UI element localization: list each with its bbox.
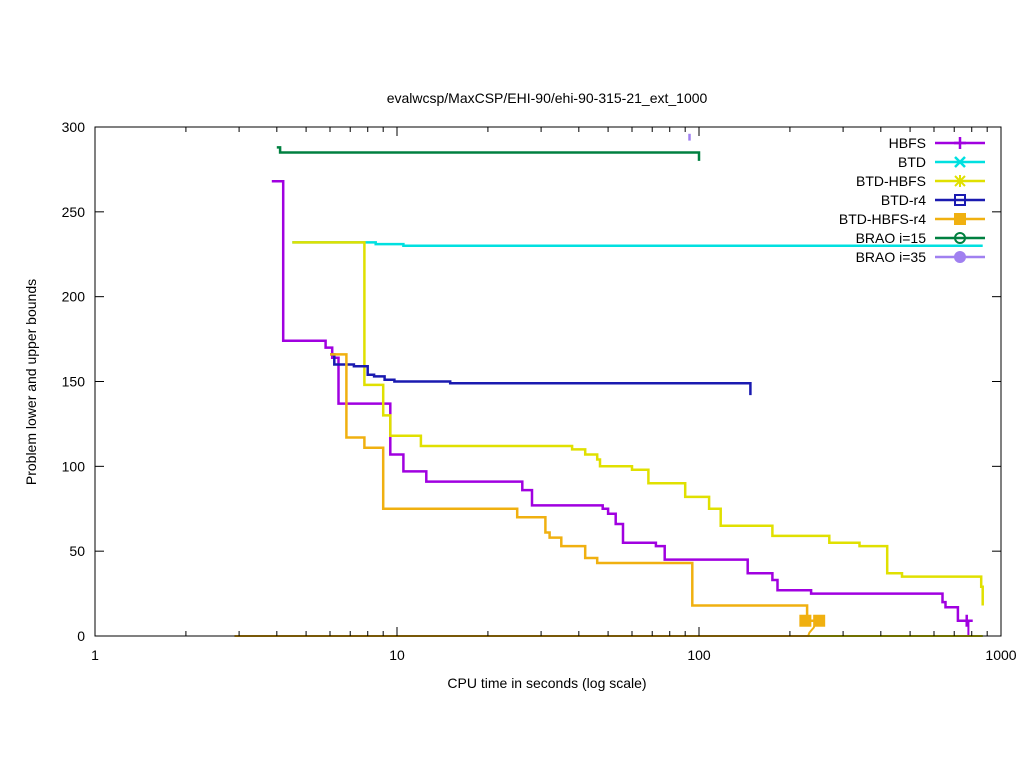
- series-line-upper: [292, 241, 984, 606]
- series-line-upper: [330, 353, 752, 396]
- plot-area: [234, 133, 984, 637]
- plot-frame: [94, 126, 1002, 637]
- y-tick-label: 250: [62, 204, 86, 220]
- legend-entry-btd-hbfs-r4: BTD-HBFS-r4: [839, 211, 985, 227]
- legend-label: BTD-r4: [881, 192, 926, 208]
- legend: HBFS BTD BTD-HBFS BTD-r4 BTD-HBFS-r4 BRAO i=1…: [839, 135, 985, 265]
- legend-entry-brao-i-35: BRAO i=35: [856, 249, 985, 265]
- legend-label: HBFS: [889, 135, 926, 151]
- legend-marker: [954, 175, 966, 187]
- legend-marker: [954, 137, 966, 149]
- legend-entry-btd-r4: BTD-r4: [881, 192, 985, 208]
- legend-label: BTD-HBFS-r4: [839, 211, 926, 227]
- x-tick-label: 1: [91, 647, 99, 663]
- series-line-lower: [263, 620, 970, 637]
- y-tick-label: 100: [62, 458, 86, 474]
- legend-label: BTD: [898, 154, 926, 170]
- series-line-upper: [330, 353, 820, 622]
- series-brao-i-15: [276, 146, 701, 161]
- y-tick-label: 150: [62, 374, 86, 390]
- y-tick-label: 0: [77, 628, 85, 644]
- x-axis-label: CPU time in seconds (log scale): [447, 675, 646, 691]
- x-tick-label: 1000: [985, 647, 1016, 663]
- y-tick-label: 200: [62, 289, 86, 305]
- series-btd-hbfs-r4: [234, 353, 820, 637]
- legend-marker: [954, 156, 966, 168]
- x-tick-label: 100: [687, 647, 711, 663]
- y-axis-label: Problem lower and upper bounds: [23, 279, 39, 485]
- data-marker: [960, 614, 973, 627]
- chart-title: evalwcsp/MaxCSP/EHI-90/ehi-90-315-21_ext…: [387, 90, 708, 106]
- series-line-upper: [276, 146, 701, 161]
- legend-entry-hbfs: HBFS: [889, 135, 985, 151]
- legend-marker: [954, 194, 966, 206]
- data-marker: [813, 614, 826, 627]
- series-line-lower: [234, 619, 820, 637]
- legend-entry-btd-hbfs: BTD-HBFS: [856, 173, 985, 189]
- legend-entry-brao-i-15: BRAO i=15: [856, 230, 985, 246]
- legend-marker: [954, 213, 966, 225]
- y-tick-label: 300: [62, 119, 86, 135]
- legend-label: BTD-HBFS: [856, 173, 926, 189]
- axis-ticks: 0 50 100 150 200 250 300 1 10 100 1000: [62, 119, 1017, 663]
- series-line-upper: [292, 241, 983, 248]
- series-line-upper: [271, 180, 970, 623]
- legend-label: BRAO i=15: [856, 230, 927, 246]
- series-btd: [234, 241, 983, 637]
- data-marker: [799, 614, 812, 627]
- legend-label: BRAO i=35: [856, 249, 927, 265]
- series-btd-r4: [234, 353, 752, 637]
- y-tick-label: 50: [69, 543, 85, 559]
- x-tick-label: 10: [389, 647, 405, 663]
- legend-marker: [954, 251, 966, 263]
- series-btd-hbfs: [234, 241, 984, 637]
- legend-entry-btd: BTD: [898, 154, 985, 170]
- legend-marker: [954, 232, 966, 244]
